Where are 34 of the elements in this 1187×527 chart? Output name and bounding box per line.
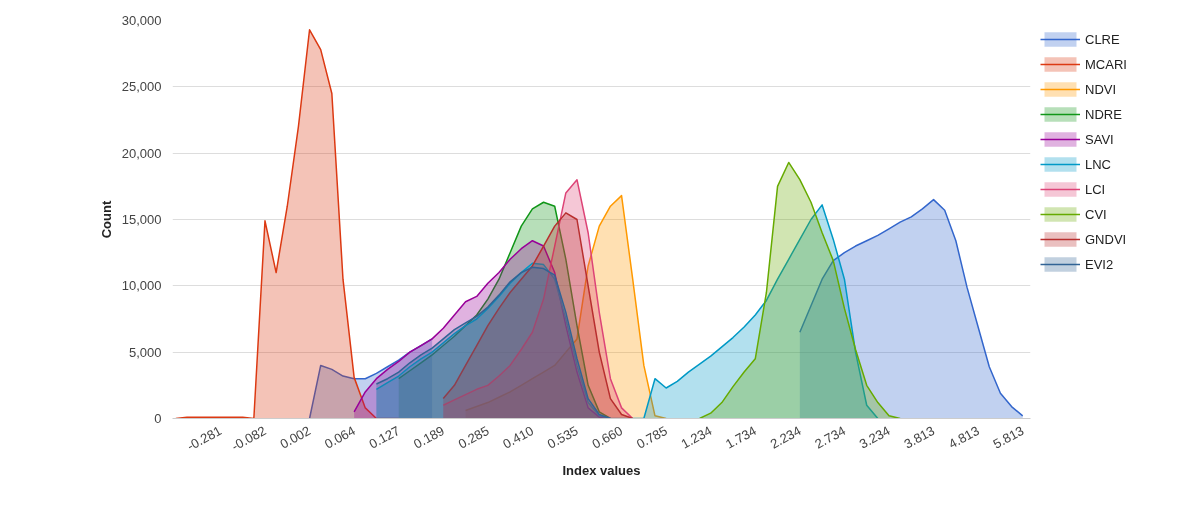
x-tick-label: 0.285 [455,422,492,452]
legend-label: CVI [1085,206,1107,222]
legend-label: LNC [1085,156,1112,172]
x-tick-label: -0.082 [229,422,269,454]
x-tick-label: -0.281 [184,422,225,454]
x-axis-title: Index values [562,463,641,479]
y-tick-label: 10,000 [121,278,162,294]
x-tick-label: 3.813 [901,422,938,452]
legend-label: NDRE [1085,106,1122,122]
x-tick-label: 4.813 [945,422,982,452]
legend-label: LCI [1085,181,1106,197]
legend-label: EVI2 [1085,256,1114,272]
y-tick-label: 25,000 [121,79,162,95]
legend-label: CLRE [1085,31,1120,47]
y-axis-title: Count [98,200,114,239]
y-tick-label: 15,000 [121,212,162,227]
legend-label: MCARI [1085,56,1127,72]
x-tick-label: 5.813 [990,422,1027,452]
x-tick-label: 0.064 [321,422,358,452]
x-tick-label: 0.410 [500,422,537,452]
legend-label: GNDVI [1085,231,1127,247]
y-tick-label: 20,000 [121,145,162,161]
legend-label: SAVI [1085,131,1114,147]
y-tick-label: 5,000 [128,344,162,360]
x-tick-label: 0.189 [411,422,447,452]
y-tick-label: 0 [154,411,162,426]
x-tick-label: 0.535 [544,422,581,452]
legend-label: NDVI [1085,81,1117,97]
y-tick-label: 30,000 [121,13,162,28]
x-tick-label: 0.127 [366,422,403,452]
x-tick-label: 0.660 [589,422,626,452]
x-tick-label: 0.002 [277,422,314,452]
x-tick-label: 3.234 [856,422,893,452]
x-tick-label: 0.785 [633,422,670,452]
